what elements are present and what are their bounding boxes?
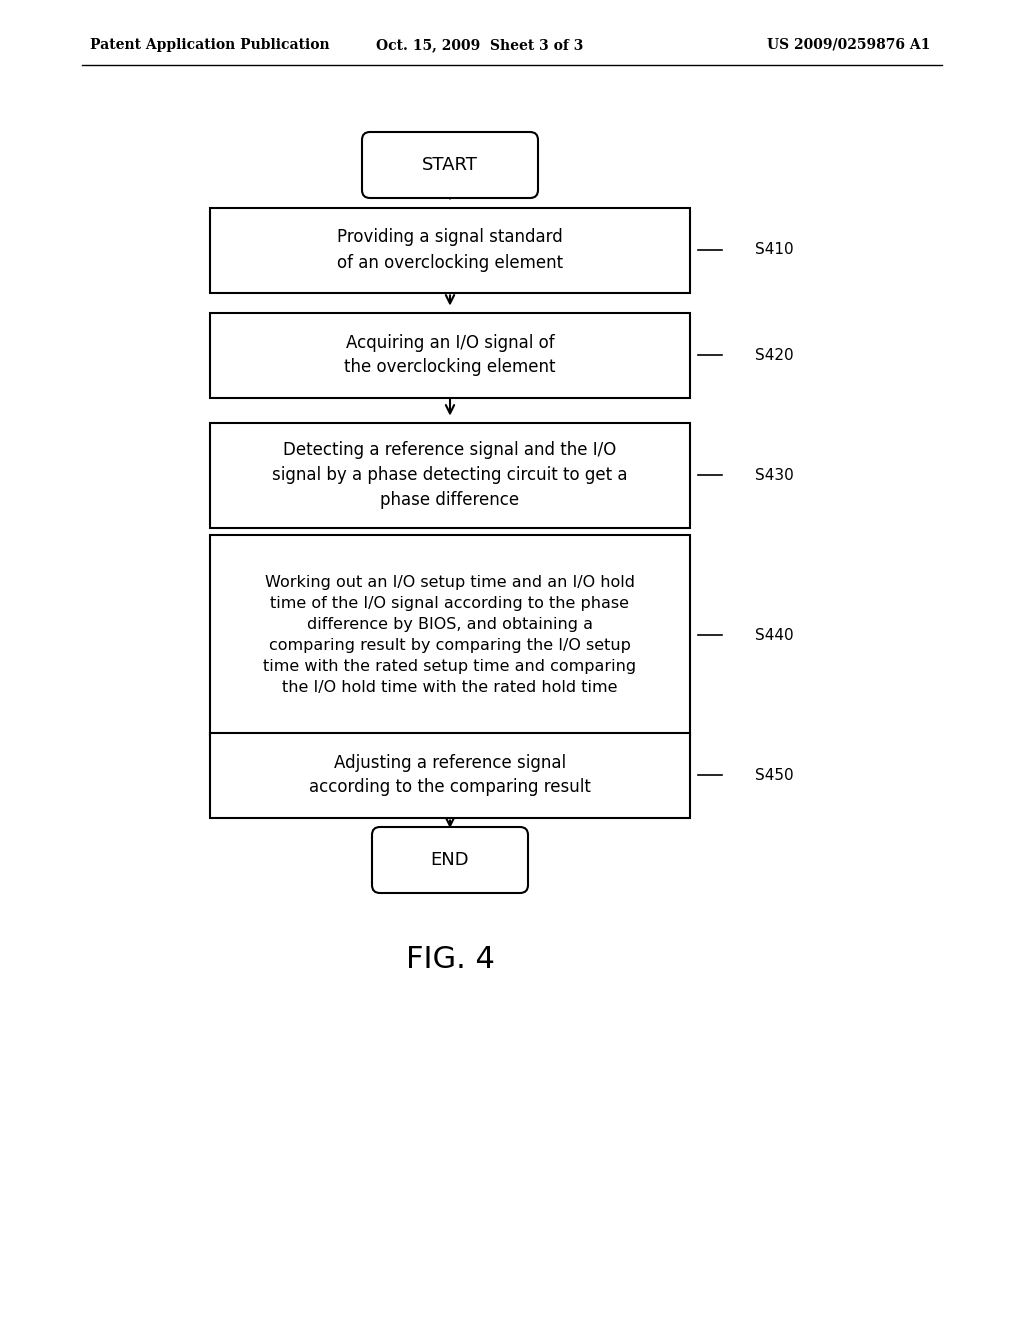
Text: END: END xyxy=(431,851,469,869)
Text: Providing a signal standard
of an overclocking element: Providing a signal standard of an overcl… xyxy=(337,228,563,272)
Text: S410: S410 xyxy=(755,243,794,257)
Text: Acquiring an I/O signal of
the overclocking element: Acquiring an I/O signal of the overclock… xyxy=(344,334,556,376)
FancyBboxPatch shape xyxy=(372,828,528,894)
Text: S420: S420 xyxy=(755,347,794,363)
FancyBboxPatch shape xyxy=(210,733,690,817)
FancyBboxPatch shape xyxy=(210,207,690,293)
Text: Patent Application Publication: Patent Application Publication xyxy=(90,38,330,51)
FancyBboxPatch shape xyxy=(362,132,538,198)
Text: Oct. 15, 2009  Sheet 3 of 3: Oct. 15, 2009 Sheet 3 of 3 xyxy=(376,38,584,51)
Text: Detecting a reference signal and the I/O
signal by a phase detecting circuit to : Detecting a reference signal and the I/O… xyxy=(272,441,628,510)
FancyBboxPatch shape xyxy=(210,313,690,397)
FancyBboxPatch shape xyxy=(210,535,690,735)
FancyBboxPatch shape xyxy=(210,422,690,528)
Text: Working out an I/O setup time and an I/O hold
time of the I/O signal according t: Working out an I/O setup time and an I/O… xyxy=(263,576,637,696)
Text: START: START xyxy=(422,156,478,174)
Text: US 2009/0259876 A1: US 2009/0259876 A1 xyxy=(767,38,930,51)
Text: Adjusting a reference signal
according to the comparing result: Adjusting a reference signal according t… xyxy=(309,754,591,796)
Text: FIG. 4: FIG. 4 xyxy=(406,945,495,974)
Text: S440: S440 xyxy=(755,627,794,643)
Text: S450: S450 xyxy=(755,767,794,783)
Text: S430: S430 xyxy=(755,467,794,483)
